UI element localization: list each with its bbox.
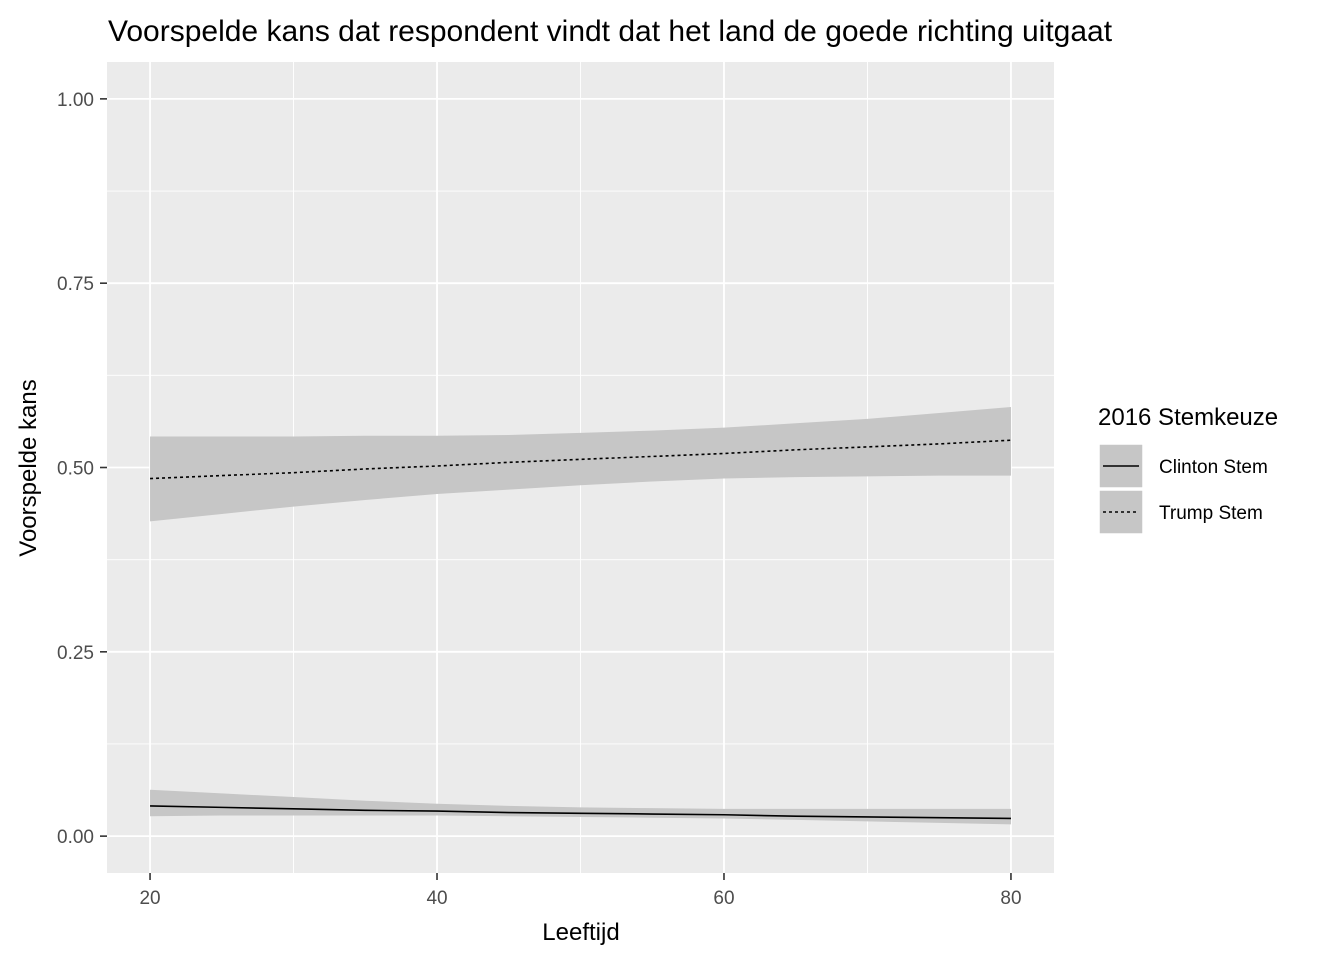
y-tick-label: 0.75 <box>57 274 94 295</box>
y-tick-label: 0.25 <box>57 643 94 664</box>
plot-panel <box>107 62 1054 873</box>
x-tick-label: 60 <box>713 888 734 909</box>
chart-title: Voorspelde kans dat respondent vindt dat… <box>108 15 1113 48</box>
x-tick-label: 20 <box>139 888 160 909</box>
y-axis-title: Voorspelde kans <box>15 379 42 556</box>
series-lines <box>150 439 1011 820</box>
y-tick-label: 1.00 <box>57 90 94 111</box>
y-tick-label: 0.50 <box>57 459 94 480</box>
x-tick-label: 40 <box>426 888 447 909</box>
line-clinton-stem <box>150 805 1011 820</box>
x-tick-label: 80 <box>1000 888 1021 909</box>
y-axis: 0.00 0.25 0.50 0.75 1.00 <box>57 90 107 848</box>
x-axis-title: Leeftijd <box>542 919 619 946</box>
legend-label-trump-stem: Trump Stem <box>1159 503 1263 524</box>
legend: 2016 Stemkeuze Clinton Stem Trump Stem <box>1098 404 1278 535</box>
legend-items: Clinton Stem Trump Stem <box>1098 443 1268 535</box>
y-tick-label: 0.00 <box>57 827 94 848</box>
legend-label-clinton-stem: Clinton Stem <box>1159 457 1268 478</box>
legend-title: 2016 Stemkeuze <box>1098 404 1278 431</box>
ribbon-trump-stem <box>150 407 1011 522</box>
x-axis: 20 40 60 80 <box>139 873 1022 909</box>
